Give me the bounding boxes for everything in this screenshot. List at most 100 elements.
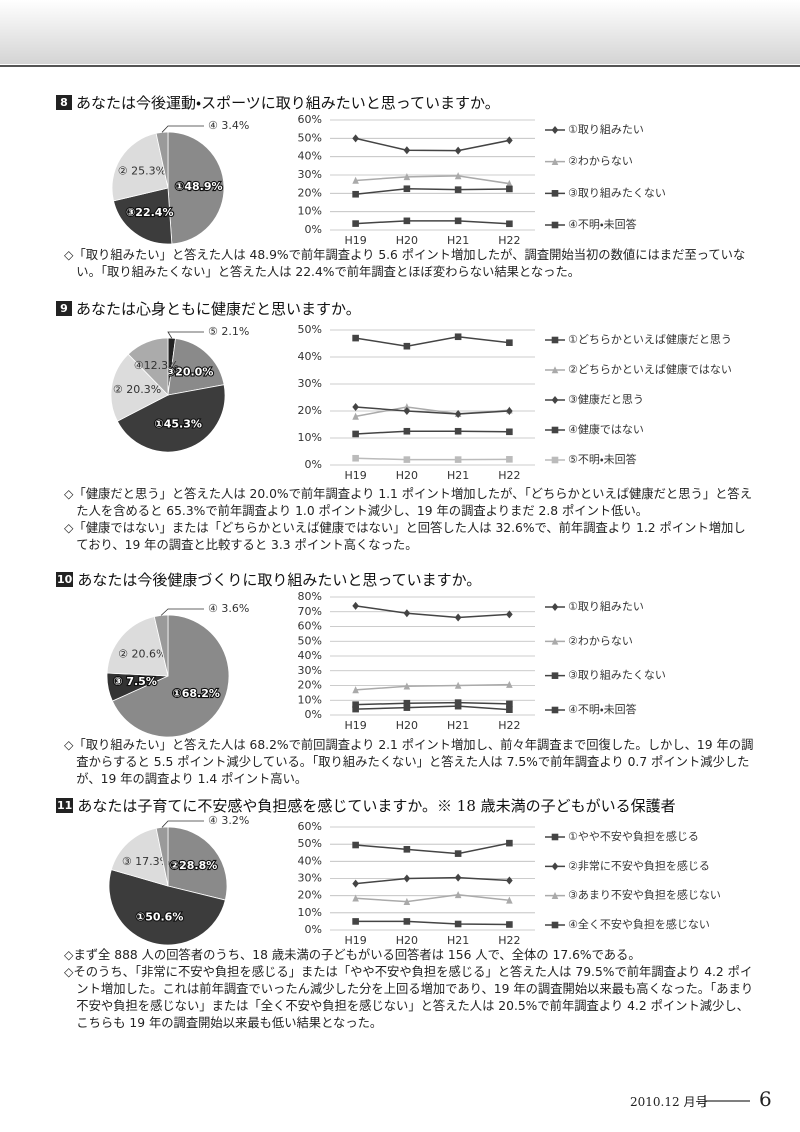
line-marker xyxy=(352,894,359,902)
question-number: 11 xyxy=(56,798,74,813)
pie-slice xyxy=(155,826,169,887)
slice-label: ④ 3.2% xyxy=(208,814,249,827)
x-tick-label: H21 xyxy=(447,469,469,482)
line-marker xyxy=(403,173,411,181)
pie-slice xyxy=(110,353,169,422)
line-marker xyxy=(352,134,359,143)
slice-label: ③20.0% xyxy=(166,365,213,378)
legend-label: ④不明・未回答 xyxy=(568,702,637,716)
line-marker xyxy=(403,846,411,853)
line-marker xyxy=(352,430,359,438)
y-tick-label: 40% xyxy=(298,854,322,867)
question-text: あなたは今後健康づくりに取り組みたいと思っていますか。 xyxy=(77,571,482,589)
pie-slice xyxy=(167,826,228,901)
x-tick-label: H22 xyxy=(498,719,520,732)
line-marker xyxy=(454,873,462,882)
y-tick-label: 80% xyxy=(298,590,322,603)
line-marker xyxy=(403,403,411,411)
line-marker xyxy=(506,610,513,619)
legend-label: ②わからない xyxy=(568,634,633,647)
note: ◇「健康だと思う」と答えた人は 20.0%で前年調査より 1.1 ポイント増加し… xyxy=(64,487,753,518)
line-marker xyxy=(454,172,462,180)
line-marker xyxy=(506,921,513,928)
y-tick-label: 40% xyxy=(298,150,322,163)
series-line xyxy=(355,187,510,195)
slice-label: ③ 17.3% xyxy=(122,855,170,868)
line-marker xyxy=(506,456,513,463)
x-tick-label: H21 xyxy=(447,234,469,247)
series-line xyxy=(355,842,510,855)
line-marker xyxy=(352,190,359,198)
slice-label: ③22.4% xyxy=(126,206,173,219)
series-line xyxy=(355,430,510,435)
x-tick-label: H19 xyxy=(344,934,366,947)
slice-label: ③ 7.5% xyxy=(113,675,157,688)
legend-marker xyxy=(551,672,559,679)
leader-line xyxy=(161,125,204,133)
series-line xyxy=(355,705,510,711)
series-line xyxy=(355,701,510,706)
legend-label: ①どちらかといえば健康だと思う xyxy=(568,332,732,346)
series-line xyxy=(355,605,510,619)
legend-marker xyxy=(551,603,559,611)
section-heading: 11 あなたは子育てに不安感や負担感を感じていますか。※ 18 歳未満の子どもがい… xyxy=(56,795,676,816)
section-notes: ◇「取り組みたい」と答えた人は 68.2%で前回調査より 2.1 ポイント増加し… xyxy=(64,737,754,788)
legend-marker xyxy=(551,190,559,197)
line-marker xyxy=(506,136,513,145)
legend-marker xyxy=(551,862,559,871)
y-tick-label: 30% xyxy=(298,168,322,181)
line-marker xyxy=(454,850,462,857)
legend-label: ③健康だと思う xyxy=(568,392,644,406)
legend-label: ③あまり不安や負担を感じない xyxy=(568,888,721,902)
pie-slice xyxy=(167,338,225,396)
question-number: 9 xyxy=(56,301,72,316)
pie-slice xyxy=(106,616,169,677)
line-marker xyxy=(352,701,359,708)
series-line xyxy=(355,920,510,926)
line-marker xyxy=(403,427,411,435)
line-marker xyxy=(352,412,359,420)
pie-slice xyxy=(116,384,226,453)
slice-label: ④12.3% xyxy=(134,359,179,372)
x-tick-label: H22 xyxy=(498,234,520,247)
legend-marker xyxy=(551,637,559,645)
legend-label: ①やや不安や負担を感じる xyxy=(568,829,699,843)
x-tick-label: H21 xyxy=(447,719,469,732)
line-marker xyxy=(506,896,513,904)
page-number: 6 xyxy=(759,1087,772,1111)
line-marker xyxy=(454,891,462,899)
leader-line xyxy=(161,820,204,828)
line-marker xyxy=(506,706,513,713)
pie-slice xyxy=(111,132,169,202)
line-marker xyxy=(352,705,359,713)
legend-label: ③取り組みたくない xyxy=(568,669,666,682)
series-line xyxy=(355,137,510,152)
series-line xyxy=(355,876,510,885)
legend-label: ④全く不安や負担を感じない xyxy=(568,917,710,931)
legend-label: ①取り組みたい xyxy=(568,600,644,613)
section-heading: 8 あなたは今後運動・スポーツに取り組みたいと思っていますか。 xyxy=(56,92,500,113)
pie-slice xyxy=(111,614,230,738)
legend-marker xyxy=(551,426,559,434)
line-marker xyxy=(403,456,411,463)
x-tick-label: H19 xyxy=(344,234,366,247)
y-tick-label: 50% xyxy=(298,131,322,144)
slice-label: ②28.8% xyxy=(170,859,217,872)
x-tick-label: H22 xyxy=(498,934,520,947)
legend-label: ②どちらかといえば健康ではない xyxy=(568,362,732,376)
line-marker xyxy=(403,699,411,707)
x-tick-label: H20 xyxy=(396,234,418,247)
y-tick-label: 30% xyxy=(298,872,322,885)
line-marker xyxy=(403,704,411,711)
line-marker xyxy=(506,185,513,193)
pie-slice xyxy=(153,614,169,677)
series-line xyxy=(355,220,510,225)
y-tick-label: 20% xyxy=(298,404,322,417)
x-tick-label: H21 xyxy=(447,934,469,947)
legend-label: ⑤不明・未回答 xyxy=(568,452,637,466)
leader-line xyxy=(160,608,204,616)
y-tick-label: 60% xyxy=(298,820,322,833)
y-tick-label: 60% xyxy=(298,113,322,126)
note: ◇「取り組みたい」と答えた人は 68.2%で前回調査より 2.1 ポイント増加し… xyxy=(64,738,754,786)
